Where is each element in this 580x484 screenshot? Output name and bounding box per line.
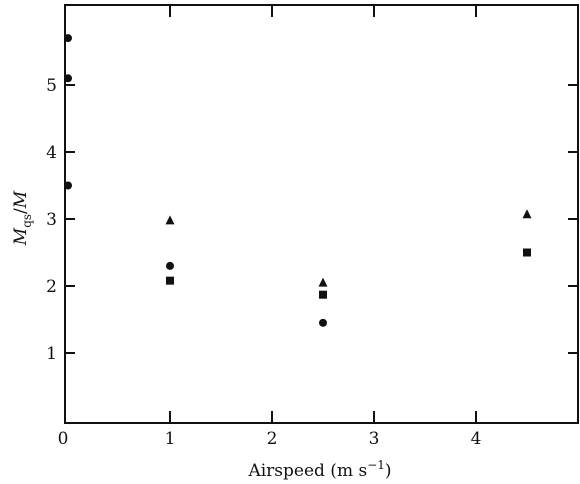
y-axis-label: Mqs/M <box>11 190 34 246</box>
triangle-data-point <box>522 209 532 219</box>
x-tick-label: 4 <box>471 429 482 449</box>
y-tick-label: 4 <box>46 143 57 163</box>
circle-data-point <box>166 261 174 270</box>
square-data-point <box>319 290 327 299</box>
x-tick-label: 3 <box>369 429 380 449</box>
y-tick-label: 2 <box>46 277 57 297</box>
data-points <box>64 34 532 327</box>
x-axis-ticks: 0 1 2 3 4 <box>58 5 482 449</box>
circle-data-point <box>64 181 72 190</box>
y-tick-label: 3 <box>46 210 57 230</box>
circle-data-point <box>64 74 72 83</box>
y-tick-label: 5 <box>46 76 57 96</box>
x-tick-label: 2 <box>267 429 278 449</box>
plot-frame <box>64 4 579 424</box>
square-data-point <box>166 276 174 285</box>
y-axis-ticks: 1 2 3 4 5 <box>46 76 578 364</box>
triangle-data-point <box>165 215 175 225</box>
x-tick-label: 1 <box>165 429 176 449</box>
square-data-point <box>523 248 531 257</box>
circle-data-point <box>64 34 72 43</box>
y-tick-label: 1 <box>46 344 57 364</box>
circle-data-point <box>319 318 327 327</box>
triangle-data-point <box>318 277 328 287</box>
x-axis-label: Airspeed (m s−1) <box>247 458 391 481</box>
x-tick-label: 0 <box>58 429 69 449</box>
